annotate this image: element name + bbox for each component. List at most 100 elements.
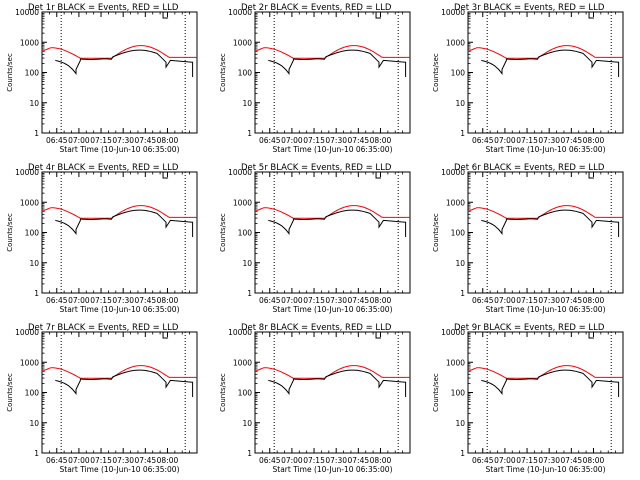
chart-title: Det 1r BLACK = Events, RED = LLD — [28, 3, 179, 13]
y-axis-label: Counts/sec — [219, 53, 227, 92]
y-axis-label: Counts/sec — [6, 373, 14, 412]
x-tick-label: 07:30 — [112, 296, 134, 305]
plot-frame — [467, 331, 624, 454]
y-tick-label: 1 — [34, 449, 39, 458]
y-tick-label: 100 — [25, 229, 40, 238]
chart-title: Det 9r BLACK = Events, RED = LLD — [454, 323, 605, 333]
x-tick-label: 06:45 — [472, 136, 494, 145]
x-tick-label: 07:45 — [561, 136, 583, 145]
series-line-lld — [41, 205, 197, 219]
chart-title: Det 3r BLACK = Events, RED = LLD — [454, 3, 605, 13]
x-tick-label: 07:00 — [494, 136, 516, 145]
y-tick-label: 10 — [242, 99, 252, 108]
y-tick-label: 1 — [460, 449, 465, 458]
y-axis-label: Counts/sec — [432, 373, 440, 412]
detector-panel: Det 1r BLACK = Events, RED = LLD 1 10 100 10… — [6, 3, 198, 154]
x-tick-label: 07:45 — [348, 296, 370, 305]
detector-panel: Det 6r BLACK = Events, RED = LLD 1 10 100 10… — [432, 163, 624, 314]
x-tick-label: 08:00 — [157, 296, 179, 305]
y-tick-label: 1000 — [20, 358, 39, 367]
y-axis-label: Counts/sec — [432, 213, 440, 252]
x-tick-label: 07:15 — [516, 136, 538, 145]
x-tick-label: 07:30 — [325, 296, 347, 305]
series-line-events — [268, 209, 407, 237]
series-line-lld — [467, 205, 623, 219]
x-tick-label: 06:45 — [46, 456, 68, 465]
y-tick-label: 10 — [242, 419, 252, 428]
x-tick-label: 07:30 — [538, 456, 560, 465]
y-tick-label: 10000 — [15, 8, 39, 17]
x-tick-label: 07:00 — [68, 456, 90, 465]
detector-panel: Det 4r BLACK = Events, RED = LLD 1 10 100 10… — [6, 163, 198, 314]
y-tick-label: 100 — [238, 229, 253, 238]
y-tick-label: 1000 — [233, 198, 252, 207]
x-tick-label: 07:15 — [90, 136, 112, 145]
y-tick-label: 1000 — [233, 38, 252, 47]
y-tick-label: 100 — [451, 389, 466, 398]
y-tick-label: 10000 — [228, 328, 252, 337]
series-line-lld — [41, 365, 197, 379]
plot-frame — [254, 331, 411, 454]
y-tick-label: 10000 — [441, 168, 465, 177]
x-tick-label: 07:15 — [516, 296, 538, 305]
series-line-events — [268, 49, 407, 77]
x-axis-label: Start Time (10-Jun-10 06:35:00) — [486, 465, 606, 474]
l-marker — [588, 12, 595, 19]
y-tick-label: 10 — [455, 99, 465, 108]
x-tick-label: 08:00 — [583, 136, 605, 145]
chart-title: Det 6r BLACK = Events, RED = LLD — [454, 163, 605, 173]
y-tick-label: 1000 — [20, 198, 39, 207]
x-axis-label: Start Time (10-Jun-10 06:35:00) — [273, 305, 393, 314]
x-tick-label: 07:30 — [112, 136, 134, 145]
l-marker — [588, 172, 595, 179]
x-tick-label: 07:45 — [348, 456, 370, 465]
plot-frame — [41, 11, 198, 134]
x-tick-label: 07:15 — [516, 456, 538, 465]
x-tick-label: 07:30 — [538, 136, 560, 145]
y-tick-label: 10 — [455, 259, 465, 268]
series-line-lld — [41, 45, 197, 59]
x-axis-label: Start Time (10-Jun-10 06:35:00) — [60, 145, 180, 154]
x-tick-label: 06:45 — [259, 296, 281, 305]
x-tick-label: 07:30 — [325, 456, 347, 465]
y-tick-label: 1 — [460, 289, 465, 298]
x-axis-label: Start Time (10-Jun-10 06:35:00) — [60, 465, 180, 474]
x-tick-label: 07:45 — [561, 456, 583, 465]
x-tick-label: 06:45 — [259, 456, 281, 465]
plot-frame — [254, 11, 411, 134]
y-tick-label: 1 — [34, 289, 39, 298]
y-tick-label: 100 — [451, 229, 466, 238]
y-axis-label: Counts/sec — [219, 213, 227, 252]
x-tick-label: 07:00 — [68, 296, 90, 305]
chart-title: Det 8r BLACK = Events, RED = LLD — [241, 323, 392, 333]
y-tick-label: 100 — [25, 389, 40, 398]
y-tick-label: 10000 — [15, 168, 39, 177]
detector-panel: Det 8r BLACK = Events, RED = LLD 1 10 100 10… — [219, 323, 411, 474]
x-tick-label: 07:00 — [494, 296, 516, 305]
x-tick-label: 07:15 — [90, 456, 112, 465]
series-line-lld — [467, 365, 623, 379]
y-tick-label: 10000 — [441, 8, 465, 17]
plot-frame — [467, 171, 624, 294]
x-tick-label: 07:45 — [561, 296, 583, 305]
x-tick-label: 06:45 — [472, 456, 494, 465]
y-tick-label: 1 — [34, 129, 39, 138]
chart-title: Det 7r BLACK = Events, RED = LLD — [28, 323, 179, 333]
detector-panel: Det 2r BLACK = Events, RED = LLD 1 10 100 10… — [219, 3, 411, 154]
series-line-lld — [467, 45, 623, 59]
series-line-events — [481, 369, 620, 397]
y-tick-label: 1 — [247, 129, 252, 138]
x-tick-label: 07:30 — [325, 136, 347, 145]
x-tick-label: 07:30 — [538, 296, 560, 305]
plot-frame — [467, 11, 624, 134]
x-tick-label: 07:15 — [303, 136, 325, 145]
detector-panel: Det 7r BLACK = Events, RED = LLD 1 10 100 10… — [6, 323, 198, 474]
x-axis-label: Start Time (10-Jun-10 06:35:00) — [273, 145, 393, 154]
x-tick-label: 07:30 — [112, 456, 134, 465]
x-axis-label: Start Time (10-Jun-10 06:35:00) — [273, 465, 393, 474]
series-line-events — [55, 209, 194, 237]
y-axis-label: Counts/sec — [219, 373, 227, 412]
x-tick-label: 08:00 — [157, 456, 179, 465]
x-tick-label: 07:45 — [348, 136, 370, 145]
